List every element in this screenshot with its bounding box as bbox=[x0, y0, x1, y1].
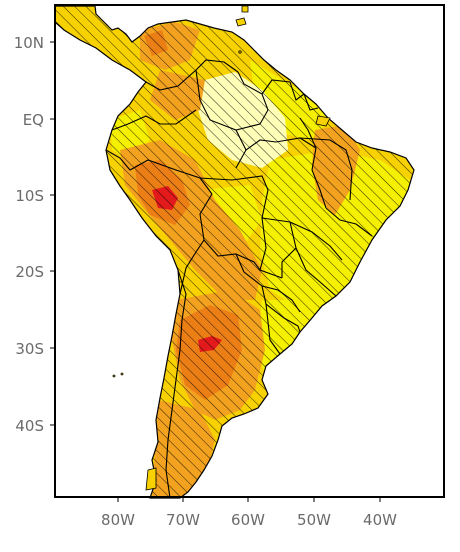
island-caribbean bbox=[235, 17, 247, 27]
island-marajo bbox=[315, 115, 331, 127]
lon-axis: 80W 70W 60W 50W 40W bbox=[101, 497, 397, 529]
island-dot-3 bbox=[238, 50, 242, 54]
lat-label-30s: 30S bbox=[15, 340, 44, 358]
island-trinidad bbox=[241, 5, 249, 13]
island-dot-2 bbox=[120, 372, 124, 376]
lat-label-10s: 10S bbox=[15, 187, 44, 205]
lat-label-eq: EQ bbox=[23, 111, 44, 129]
lat-axis: 10N EQ 10S 20S 30S 40S bbox=[14, 34, 55, 435]
lon-label-70w: 70W bbox=[166, 511, 200, 529]
lat-label-40s: 40S bbox=[15, 417, 44, 435]
lon-label-80w: 80W bbox=[101, 511, 135, 529]
map-frame bbox=[54, 4, 445, 498]
country-borders bbox=[105, 59, 373, 499]
lon-label-40w: 40W bbox=[363, 511, 397, 529]
coastline bbox=[54, 5, 415, 499]
lon-label-60w: 60W bbox=[231, 511, 265, 529]
islands bbox=[112, 5, 331, 491]
island-chiloe bbox=[145, 467, 157, 491]
island-dot-1 bbox=[112, 374, 116, 378]
lat-label-10n: 10N bbox=[14, 34, 44, 52]
lon-label-50w: 50W bbox=[297, 511, 331, 529]
lat-label-20s: 20S bbox=[15, 263, 44, 281]
